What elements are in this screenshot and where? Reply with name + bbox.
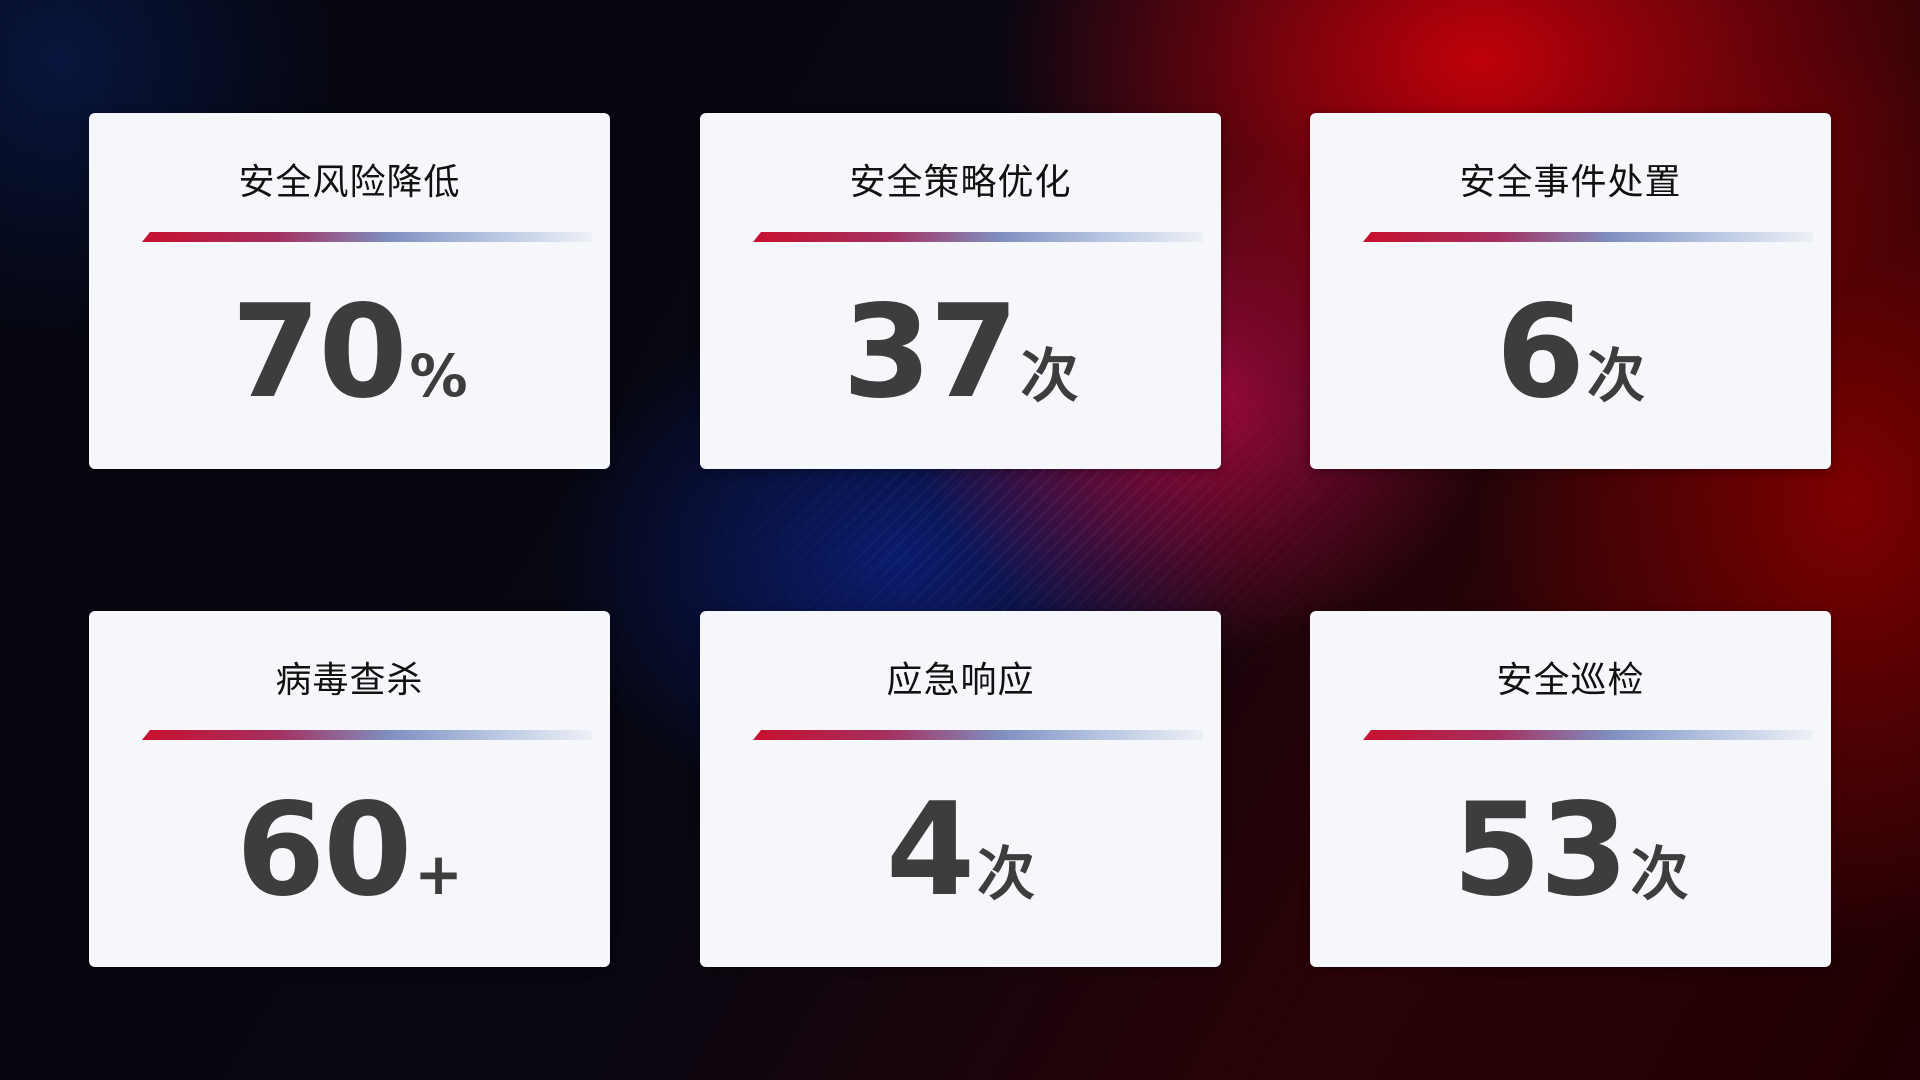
value-number: 37 bbox=[842, 278, 1018, 427]
gradient-divider bbox=[1363, 232, 1813, 242]
card-title: 安全策略优化 bbox=[849, 162, 1072, 203]
stat-card-risk-reduction: 安全风险降低 70% bbox=[89, 113, 610, 469]
card-title: 病毒查杀 bbox=[275, 660, 424, 701]
card-value: 60+ bbox=[89, 776, 610, 925]
gradient-divider bbox=[753, 730, 1203, 740]
card-title: 安全风险降低 bbox=[238, 162, 461, 203]
value-unit: 次 bbox=[1630, 840, 1689, 908]
value-number: 60 bbox=[236, 776, 412, 925]
stat-card-security-patrol: 安全巡检 53次 bbox=[1310, 611, 1831, 967]
card-value: 53次 bbox=[1310, 776, 1831, 925]
value-number: 6 bbox=[1495, 278, 1585, 427]
value-unit: % bbox=[409, 342, 468, 410]
gradient-divider bbox=[142, 232, 592, 242]
value-number: 4 bbox=[885, 776, 975, 925]
card-value: 70% bbox=[89, 278, 610, 427]
card-title: 安全巡检 bbox=[1496, 660, 1645, 701]
gradient-divider bbox=[1363, 730, 1813, 740]
stat-card-emergency-response: 应急响应 4次 bbox=[700, 611, 1221, 967]
value-unit: 次 bbox=[1020, 342, 1079, 410]
value-number: 53 bbox=[1452, 776, 1628, 925]
value-number: 70 bbox=[231, 278, 407, 427]
gradient-divider bbox=[753, 232, 1203, 242]
value-unit: 次 bbox=[1587, 342, 1646, 410]
stat-card-incident-handling: 安全事件处置 6次 bbox=[1310, 113, 1831, 469]
stat-card-policy-optimization: 安全策略优化 37次 bbox=[700, 113, 1221, 469]
value-unit: 次 bbox=[977, 840, 1036, 908]
card-title: 安全事件处置 bbox=[1459, 162, 1682, 203]
card-title: 应急响应 bbox=[886, 660, 1035, 701]
stat-card-virus-removal: 病毒查杀 60+ bbox=[89, 611, 610, 967]
card-value: 37次 bbox=[700, 278, 1221, 427]
value-unit: + bbox=[414, 840, 463, 908]
card-value: 6次 bbox=[1310, 278, 1831, 427]
card-value: 4次 bbox=[700, 776, 1221, 925]
gradient-divider bbox=[142, 730, 592, 740]
